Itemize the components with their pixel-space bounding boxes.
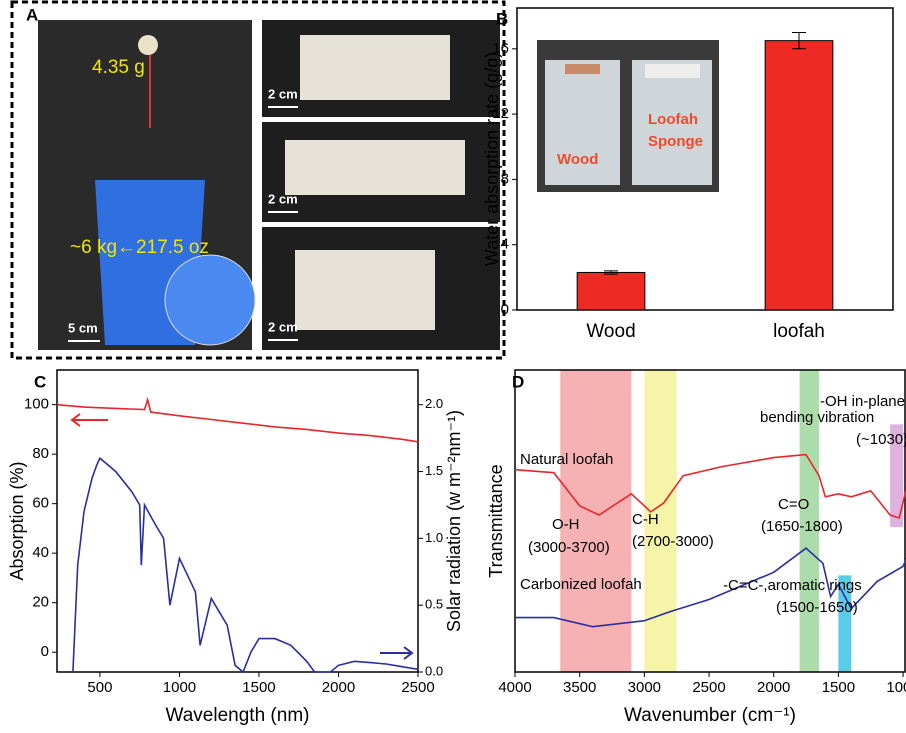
inset-label: Sponge <box>648 133 703 150</box>
band <box>890 424 904 528</box>
y-tick-label: 40 <box>32 544 49 561</box>
y-tick-label: 80 <box>32 445 49 462</box>
panel-label: C <box>34 372 46 391</box>
panel-label: A <box>26 5 38 24</box>
y-tick-label: 20 <box>32 594 49 611</box>
beaker <box>545 60 620 185</box>
x-tick-label: 1000 <box>886 679 906 696</box>
y-axis-label: Water absorption rate (g/g) <box>482 52 502 266</box>
scale-label: 2 cm <box>268 319 298 334</box>
y2-tick-label: 0.0 <box>425 663 443 678</box>
plot-frame <box>56 369 419 673</box>
y-tick-label: 60 <box>32 495 49 512</box>
plot-frame <box>516 7 894 311</box>
error-bar <box>792 31 806 50</box>
annotation: O-H <box>552 516 580 533</box>
annotation: (3000-3700) <box>528 539 610 556</box>
band <box>644 370 677 672</box>
series-label: Carbonized loofah <box>520 576 642 593</box>
sponge <box>138 35 158 55</box>
y-tick-label: 0 <box>501 301 509 318</box>
panel-label: D <box>512 372 524 391</box>
y-tick-label: 8 <box>501 170 509 187</box>
y-tick-label: 12 <box>492 105 509 122</box>
y2-tick-label: 1.0 <box>425 530 443 545</box>
annotation: (1650-1800) <box>761 518 843 535</box>
loofah-sheet <box>300 35 450 100</box>
x-axis-label: Wavelength (nm) <box>166 705 310 726</box>
panel-border <box>10 0 506 360</box>
x-axis-label: Wavenumber (cm⁻¹) <box>624 705 796 726</box>
x-tick-label: 2000 <box>322 679 355 696</box>
x-tick-label: 1500 <box>242 679 275 696</box>
y-tick-label: 4 <box>501 236 509 253</box>
inset-label: Wood <box>557 151 598 168</box>
x-tick-label: 500 <box>87 679 112 696</box>
load-label: ~6 kg←217.5 oz <box>70 237 209 258</box>
weight-label: 4.35 g <box>92 57 145 78</box>
panel-label: B <box>496 9 508 28</box>
annotation: C-H <box>632 511 659 528</box>
y2-tick-label: 1.5 <box>425 463 443 478</box>
error-bar <box>604 270 618 275</box>
x-tick-label: 4000 <box>498 679 531 696</box>
annotation: bending vibration <box>760 409 874 426</box>
bucket-inset <box>164 254 256 346</box>
y2-tick-label: 0.5 <box>425 597 443 612</box>
series-line <box>514 453 906 520</box>
scale-label: 2 cm <box>268 86 298 101</box>
annotation: (2700-3000) <box>632 533 714 550</box>
series-line <box>72 456 419 674</box>
x-tick-label: 3500 <box>563 679 596 696</box>
y-tick-label: 0 <box>41 643 49 660</box>
x-tick-label: 2000 <box>757 679 790 696</box>
x-tick-label: 1000 <box>163 679 196 696</box>
y-tick-label: 100 <box>24 396 49 413</box>
loofah-sheet <box>295 250 435 330</box>
sponge-block <box>645 64 700 78</box>
bar <box>764 40 834 311</box>
axis-arrow <box>380 646 414 660</box>
beaker <box>632 60 712 185</box>
annotation: -OH in-plane <box>820 393 905 410</box>
x-tick-label: loofah <box>773 321 825 342</box>
annotation: (1500-1650) <box>776 599 858 616</box>
annotation: -C=C-,aromatic rings <box>723 577 862 594</box>
y2-tick-label: 2.0 <box>425 396 443 411</box>
annotation: C=O <box>778 496 809 513</box>
wood-block <box>565 64 600 74</box>
series-line <box>56 396 419 443</box>
scale-label: 2 cm <box>268 191 298 206</box>
annotation: (~1030) <box>856 431 906 448</box>
band <box>799 370 819 672</box>
x-tick-label: Wood <box>586 321 635 342</box>
inset-label: Loofah <box>648 111 698 128</box>
x-tick-label: 1500 <box>822 679 855 696</box>
bar <box>576 271 646 311</box>
x-tick-label: 3000 <box>628 679 661 696</box>
series-line <box>515 547 906 628</box>
series-label: Natural loofah <box>520 451 613 468</box>
y-tick-label: 16 <box>492 40 509 57</box>
y2-axis-label: Solar radiation (w m⁻²nm⁻¹) <box>444 410 464 632</box>
y-axis-label: Transmittance <box>486 464 506 577</box>
scale-label: 5 cm <box>68 320 98 335</box>
band <box>838 575 852 672</box>
x-tick-label: 2500 <box>401 679 434 696</box>
axis-arrow <box>70 413 108 427</box>
y-axis-label: Absorption (%) <box>7 461 27 580</box>
x-tick-label: 2500 <box>692 679 725 696</box>
loofah-sheet <box>285 140 465 195</box>
plot-frame <box>514 369 906 673</box>
